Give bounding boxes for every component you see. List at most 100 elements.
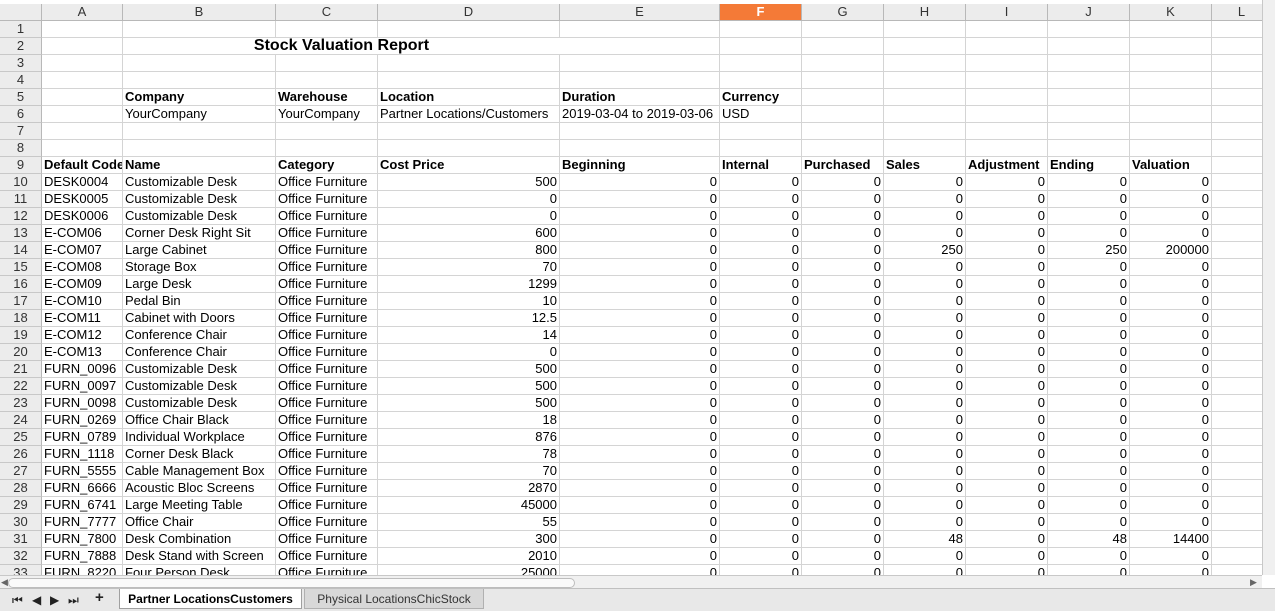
- table-cell[interactable]: 0: [560, 191, 720, 208]
- table-cell[interactable]: E-COM08: [42, 259, 123, 276]
- table-cell[interactable]: E-COM07: [42, 242, 123, 259]
- table-cell[interactable]: Office Chair Black: [123, 412, 276, 429]
- table-cell[interactable]: Corner Desk Right Sit: [123, 225, 276, 242]
- cell-empty[interactable]: [1130, 72, 1212, 89]
- table-cell[interactable]: E-COM12: [42, 327, 123, 344]
- table-cell[interactable]: 0: [560, 378, 720, 395]
- table-cell[interactable]: 0: [884, 412, 966, 429]
- table-cell[interactable]: 0: [884, 259, 966, 276]
- table-cell[interactable]: 25000: [378, 565, 560, 575]
- table-cell[interactable]: 0: [560, 463, 720, 480]
- table-cell[interactable]: Customizable Desk: [123, 174, 276, 191]
- cell-empty[interactable]: [378, 55, 560, 72]
- row-header-27[interactable]: 27: [0, 463, 42, 480]
- table-cell[interactable]: 500: [378, 361, 560, 378]
- cell-empty[interactable]: [123, 72, 276, 89]
- cell-empty[interactable]: [1212, 548, 1262, 565]
- table-cell[interactable]: 876: [378, 429, 560, 446]
- table-cell[interactable]: 0: [560, 259, 720, 276]
- table-cell[interactable]: Desk Combination: [123, 531, 276, 548]
- table-header-cell[interactable]: Beginning: [560, 157, 720, 174]
- table-cell[interactable]: 0: [966, 361, 1048, 378]
- table-cell[interactable]: FURN_5555: [42, 463, 123, 480]
- table-cell[interactable]: 0: [1130, 225, 1212, 242]
- row-header-20[interactable]: 20: [0, 344, 42, 361]
- cell-empty[interactable]: [1212, 106, 1262, 123]
- cell-empty[interactable]: [1212, 463, 1262, 480]
- table-cell[interactable]: Office Furniture: [276, 361, 378, 378]
- info-label-cell[interactable]: Currency: [720, 89, 802, 106]
- table-cell[interactable]: 0: [1048, 446, 1130, 463]
- table-cell[interactable]: 0: [1130, 429, 1212, 446]
- column-header-b[interactable]: B: [123, 4, 276, 21]
- table-cell[interactable]: 0: [1048, 327, 1130, 344]
- table-cell[interactable]: 0: [720, 242, 802, 259]
- cell-empty[interactable]: [1212, 480, 1262, 497]
- table-cell[interactable]: 0: [720, 548, 802, 565]
- cell-empty[interactable]: [560, 55, 720, 72]
- table-cell[interactable]: 55: [378, 514, 560, 531]
- row-header-7[interactable]: 7: [0, 123, 42, 140]
- cell-empty[interactable]: [1130, 55, 1212, 72]
- last-sheet-icon[interactable]: ⏭: [68, 593, 79, 607]
- table-cell[interactable]: 0: [1048, 497, 1130, 514]
- cell-empty[interactable]: [1130, 140, 1212, 157]
- cell-empty[interactable]: [276, 72, 378, 89]
- table-cell[interactable]: 0: [802, 412, 884, 429]
- cell-empty[interactable]: [1212, 514, 1262, 531]
- cell-empty[interactable]: [1048, 106, 1130, 123]
- table-cell[interactable]: 0: [560, 310, 720, 327]
- cell-empty[interactable]: [560, 38, 720, 55]
- row-header-5[interactable]: 5: [0, 89, 42, 106]
- table-cell[interactable]: 0: [1130, 480, 1212, 497]
- table-cell[interactable]: 0: [1048, 395, 1130, 412]
- table-cell[interactable]: 0: [802, 191, 884, 208]
- row-header-26[interactable]: 26: [0, 446, 42, 463]
- cell-empty[interactable]: [42, 89, 123, 106]
- table-cell[interactable]: Customizable Desk: [123, 208, 276, 225]
- table-cell[interactable]: 0: [884, 378, 966, 395]
- table-cell[interactable]: 0: [966, 378, 1048, 395]
- table-cell[interactable]: 0: [720, 378, 802, 395]
- table-cell[interactable]: Large Desk: [123, 276, 276, 293]
- column-header-i[interactable]: I: [966, 4, 1048, 21]
- row-header-14[interactable]: 14: [0, 242, 42, 259]
- table-cell[interactable]: Storage Box: [123, 259, 276, 276]
- table-cell[interactable]: Office Furniture: [276, 293, 378, 310]
- table-cell[interactable]: 0: [884, 429, 966, 446]
- table-cell[interactable]: 0: [802, 514, 884, 531]
- table-cell[interactable]: 0: [802, 293, 884, 310]
- table-cell[interactable]: 0: [966, 412, 1048, 429]
- report-title[interactable]: Stock Valuation Report: [123, 38, 561, 55]
- table-cell[interactable]: Customizable Desk: [123, 361, 276, 378]
- table-cell[interactable]: 0: [966, 242, 1048, 259]
- table-cell[interactable]: 2870: [378, 480, 560, 497]
- cell-empty[interactable]: [884, 72, 966, 89]
- table-cell[interactable]: 0: [966, 191, 1048, 208]
- table-cell[interactable]: 0: [560, 293, 720, 310]
- column-header-f[interactable]: F: [720, 4, 802, 21]
- row-header-9[interactable]: 9: [0, 157, 42, 174]
- row-header-4[interactable]: 4: [0, 72, 42, 89]
- table-cell[interactable]: 0: [966, 463, 1048, 480]
- cell-empty[interactable]: [276, 55, 378, 72]
- table-cell[interactable]: Office Furniture: [276, 378, 378, 395]
- next-sheet-icon[interactable]: ▶: [50, 593, 60, 607]
- table-cell[interactable]: E-COM13: [42, 344, 123, 361]
- table-cell[interactable]: Office Furniture: [276, 395, 378, 412]
- table-cell[interactable]: Office Furniture: [276, 446, 378, 463]
- table-cell[interactable]: 0: [720, 208, 802, 225]
- cell-empty[interactable]: [884, 21, 966, 38]
- table-cell[interactable]: 0: [966, 310, 1048, 327]
- table-header-cell[interactable]: Cost Price: [378, 157, 560, 174]
- cell-empty[interactable]: [1212, 140, 1262, 157]
- table-cell[interactable]: 0: [884, 276, 966, 293]
- cell-empty[interactable]: [966, 21, 1048, 38]
- table-cell[interactable]: 0: [378, 208, 560, 225]
- info-value-cell[interactable]: USD: [720, 106, 802, 123]
- table-cell[interactable]: 0: [802, 446, 884, 463]
- table-cell[interactable]: 500: [378, 378, 560, 395]
- table-cell[interactable]: 0: [1048, 293, 1130, 310]
- table-cell[interactable]: 70: [378, 259, 560, 276]
- cell-empty[interactable]: [1212, 310, 1262, 327]
